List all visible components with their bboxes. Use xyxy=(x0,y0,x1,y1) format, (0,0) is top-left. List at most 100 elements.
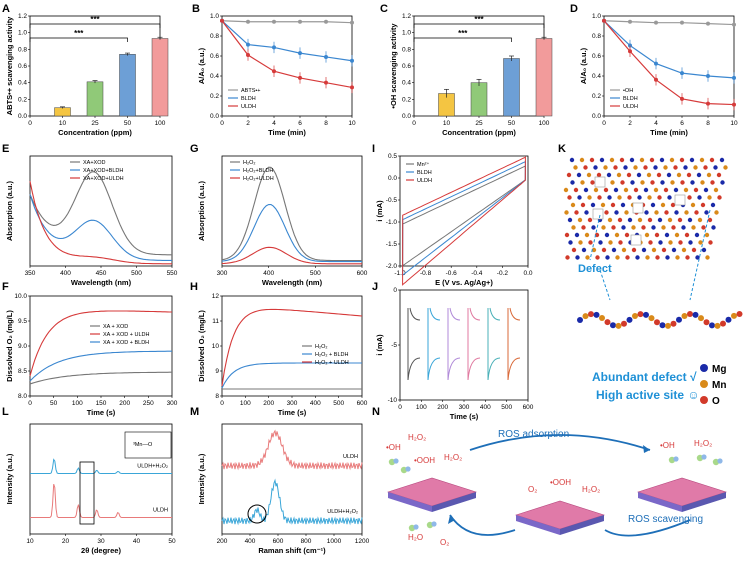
legend-label: XA + XOD + ULDH xyxy=(103,332,149,338)
bar xyxy=(54,107,71,117)
lattice-atom xyxy=(586,172,592,178)
lattice-atom xyxy=(705,255,710,260)
x-tick-label: 100 xyxy=(155,120,166,127)
species-label: •OH xyxy=(386,443,401,452)
x-tick-label: 2 xyxy=(628,120,632,127)
x-tick-label: 600 xyxy=(357,400,368,407)
x-tick-label: 0.0 xyxy=(523,270,532,277)
x-axis-label: Time (min) xyxy=(268,128,306,137)
species-label: O₂ xyxy=(440,538,449,547)
lattice-atom xyxy=(653,187,659,193)
legend-label: H₂O₂ + ULDH xyxy=(315,360,349,366)
y-tick-label: 0.0 xyxy=(210,113,219,120)
y-axis-label: Dissolved O₂ (mg/L) xyxy=(197,310,206,382)
lattice-atom xyxy=(644,232,650,238)
series-line xyxy=(402,155,526,286)
lattice-atom xyxy=(673,165,678,170)
panel-h-chart: 0 100 200 300 400 500 600 8 9 10 11 12 Time (s) Disso… xyxy=(197,293,368,417)
lattice-atom xyxy=(667,195,672,200)
lattice-atom xyxy=(571,225,576,230)
y-tick-label: -10 xyxy=(388,397,398,404)
y-axis-label: A/A₀ (a.u.) xyxy=(579,47,588,84)
lattice-atom xyxy=(673,187,679,193)
lattice-atom xyxy=(651,247,657,253)
panel-b-chart: 0 2 4 6 8 10 0.0 0.2 0.4 0.6 0.8 1.0 Time (min) A/A₀ … xyxy=(197,13,356,137)
x-tick-label: 300 xyxy=(287,400,298,407)
lattice-atom xyxy=(684,232,690,238)
current-step xyxy=(447,308,461,381)
highlight-circle xyxy=(247,504,267,524)
current-step xyxy=(467,308,481,381)
lattice-atom xyxy=(690,180,695,185)
y-tick-label: 0.2 xyxy=(402,96,411,103)
series-line xyxy=(221,429,363,471)
x-tick-label: 0 xyxy=(398,404,402,411)
bar xyxy=(470,82,488,117)
lattice-atom xyxy=(670,180,675,185)
lattice-atom xyxy=(655,255,660,260)
lattice-atom xyxy=(664,210,669,215)
lattice-atom xyxy=(680,180,685,185)
x-tick-label: 100 xyxy=(72,400,83,407)
layer-atom xyxy=(670,320,677,327)
lattice-atom xyxy=(624,210,629,215)
lattice-atom xyxy=(657,217,663,223)
panel-letter-n: N xyxy=(372,406,380,418)
lattice-atom xyxy=(590,180,595,185)
x-tick-label: 0 xyxy=(220,400,224,407)
x-tick-label: 350 xyxy=(25,270,36,277)
x-tick-label: 500 xyxy=(131,270,142,277)
lattice-atom xyxy=(707,195,712,200)
legend-label: XA+XOD+ULDH xyxy=(83,176,124,182)
data-point xyxy=(350,20,354,25)
y-tick-label: 10 xyxy=(212,343,220,350)
bar xyxy=(503,58,520,117)
lattice-atom xyxy=(591,225,596,230)
y-tick-label: 10.0 xyxy=(14,293,27,300)
lattice-atom xyxy=(610,180,615,185)
lattice-atom xyxy=(611,247,617,253)
x-tick-label: 100 xyxy=(539,120,550,127)
arrow-scavenging xyxy=(604,519,691,537)
x-tick-label: 500 xyxy=(333,400,344,407)
species-label: •OOH xyxy=(550,478,571,487)
x-tick-label: 200 xyxy=(119,400,130,407)
y-tick-label: 8.0 xyxy=(18,393,27,400)
lattice-atom xyxy=(587,217,593,223)
surface-left-side xyxy=(432,492,476,512)
legend-label: H₂O₂ + BLDH xyxy=(315,352,348,358)
n-ros-scavenging: ROS scavenging xyxy=(628,514,703,525)
defect-site xyxy=(632,202,644,214)
lattice-atom xyxy=(693,165,698,170)
y-tick-label: 0.0 xyxy=(402,113,411,120)
k-o-label: O xyxy=(712,396,720,407)
x-tick-label: 4 xyxy=(654,120,658,127)
series-line xyxy=(29,171,172,256)
lattice-atom xyxy=(589,157,595,163)
lattice-atom xyxy=(614,210,619,215)
inset-box xyxy=(124,431,172,459)
lattice-atom xyxy=(579,157,585,163)
x-tick-label: 0 xyxy=(28,120,32,127)
lattice-atom xyxy=(620,180,625,185)
lattice-atom xyxy=(708,240,713,245)
x-axis-label: Raman shift (cm⁻¹) xyxy=(258,546,326,555)
x-tick-label: 50 xyxy=(508,120,516,127)
y-tick-label: 1.2 xyxy=(18,13,27,20)
lattice-atom xyxy=(563,187,569,193)
y-axis-label: Intensity (a.u.) xyxy=(5,453,14,504)
lattice-atom xyxy=(717,195,722,200)
layer-atom xyxy=(709,322,715,329)
panel-n-schematic: ROS adsorption ROS scavenging xyxy=(498,429,703,525)
y-tick-label: 0.6 xyxy=(402,63,411,70)
surface-middle-side xyxy=(516,515,560,535)
species-label: H₂O xyxy=(408,533,423,542)
molecule-icon xyxy=(405,466,411,472)
x-axis-label: Concentration (ppm) xyxy=(58,128,132,137)
layer-atom xyxy=(615,322,622,329)
molecule-icon xyxy=(393,458,399,464)
legend-label: BLDH xyxy=(417,170,432,176)
x-tick-label: 400 xyxy=(480,404,491,411)
lattice-atom xyxy=(671,225,676,230)
lattice-atom xyxy=(636,172,642,178)
